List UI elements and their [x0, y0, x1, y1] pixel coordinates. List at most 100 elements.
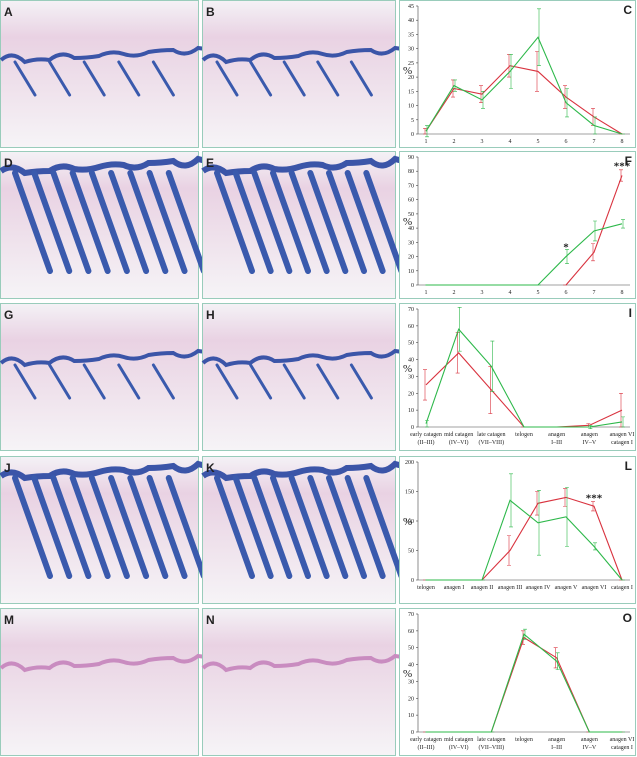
y-tick-label: 60 — [408, 198, 414, 204]
follicle — [165, 475, 207, 579]
follicle — [82, 60, 106, 97]
epidermis — [201, 652, 420, 673]
follicle — [251, 475, 293, 579]
follicle — [88, 170, 130, 274]
annotation: *** — [586, 492, 603, 504]
x-tick-label: 1 — [425, 290, 428, 296]
y-tick-label: 40 — [408, 18, 414, 24]
error-bar — [565, 249, 569, 264]
x-tick-label: catagen I — [611, 745, 633, 751]
panel-label: I — [629, 306, 632, 320]
y-tick-label: 0 — [411, 578, 414, 584]
y-tick-label: 40 — [408, 226, 414, 232]
panel-label: M — [4, 613, 14, 627]
follicle — [12, 170, 53, 274]
histology-image — [0, 303, 199, 451]
panel-label: F — [625, 154, 632, 168]
error-bar — [555, 652, 560, 670]
error-bar — [507, 535, 511, 566]
x-tick-label: IV–V — [582, 745, 596, 751]
follicle — [270, 475, 311, 579]
y-tick-label: 30 — [408, 679, 414, 685]
x-tick-label: 1 — [425, 139, 428, 145]
error-bar — [509, 473, 513, 528]
panel-label: E — [206, 156, 214, 170]
y-axis-label: % — [403, 216, 412, 228]
follicle — [117, 363, 141, 400]
series-line — [565, 175, 623, 286]
epidermis — [0, 459, 225, 482]
x-tick-label: (VII–VIII) — [479, 744, 505, 751]
error-bar — [490, 340, 495, 392]
epidermis — [201, 44, 420, 65]
x-tick-label: (IV–VI) — [449, 744, 469, 751]
x-tick-label: mid catagen — [444, 737, 473, 743]
follicle — [48, 363, 72, 400]
follicle — [151, 60, 175, 97]
x-tick-label: catagen I — [611, 440, 633, 446]
y-tick-label: 40 — [408, 358, 414, 364]
y-tick-label: 15 — [408, 89, 414, 95]
follicle — [344, 170, 386, 274]
y-tick-label: 100 — [405, 519, 414, 525]
error-bar — [423, 369, 427, 401]
panel-label: L — [625, 459, 632, 473]
follicle — [215, 363, 239, 400]
x-tick-label: 8 — [621, 290, 624, 296]
y-tick-label: 20 — [408, 391, 414, 397]
follicle — [316, 363, 340, 400]
x-tick-label: 4 — [509, 139, 512, 145]
x-tick-label: anagen — [548, 432, 565, 438]
x-tick-label: 7 — [593, 290, 596, 296]
error-bar — [481, 91, 485, 109]
y-tick-label: 5 — [411, 118, 414, 124]
x-tick-label: telogen — [515, 737, 533, 743]
follicle — [31, 170, 73, 274]
error-bar — [565, 487, 569, 547]
x-tick-label: (IV–VI) — [449, 439, 469, 446]
follicle — [82, 363, 106, 400]
x-tick-label: 6 — [565, 290, 568, 296]
panel-label: J — [4, 461, 11, 475]
follicle — [316, 60, 340, 97]
histology-image — [202, 303, 396, 451]
error-bar — [457, 307, 462, 352]
follicle — [13, 363, 37, 400]
chart-frame — [399, 456, 636, 604]
y-tick-label: 10 — [408, 269, 414, 275]
y-tick-label: 30 — [408, 374, 414, 380]
x-tick-label: (VII–VIII) — [479, 439, 505, 446]
y-tick-label: 45 — [408, 4, 414, 10]
panel-label: B — [206, 5, 215, 19]
follicle — [165, 170, 207, 274]
y-tick-label: 20 — [408, 75, 414, 81]
error-bar — [535, 51, 539, 92]
y-tick-label: 60 — [408, 324, 414, 330]
x-tick-label: 3 — [481, 290, 484, 296]
follicle — [69, 170, 111, 274]
x-tick-label: 2 — [453, 290, 456, 296]
chart-frame — [399, 608, 636, 756]
error-bar — [453, 79, 457, 92]
follicle — [108, 475, 150, 579]
panel-label: C — [623, 3, 632, 17]
error-bar — [537, 490, 541, 556]
y-tick-label: 70 — [408, 612, 414, 618]
follicle — [127, 475, 169, 579]
panel-label: A — [4, 5, 13, 19]
epidermis — [0, 154, 225, 177]
histology-image — [0, 0, 199, 148]
follicle — [108, 170, 150, 274]
x-tick-label: 3 — [481, 139, 484, 145]
error-bar — [619, 169, 623, 182]
y-tick-label: 150 — [405, 490, 414, 496]
x-tick-label: I–III — [551, 745, 562, 751]
x-tick-label: anagen VI — [582, 585, 607, 591]
follicle — [13, 60, 37, 97]
x-tick-label: mid catagen — [444, 432, 473, 438]
panel-label: D — [4, 156, 13, 170]
follicle — [307, 170, 349, 274]
annotation: *** — [614, 161, 631, 173]
x-tick-label: telogen — [515, 432, 533, 438]
image-panels: A B D E G H J K M N — [0, 0, 421, 756]
